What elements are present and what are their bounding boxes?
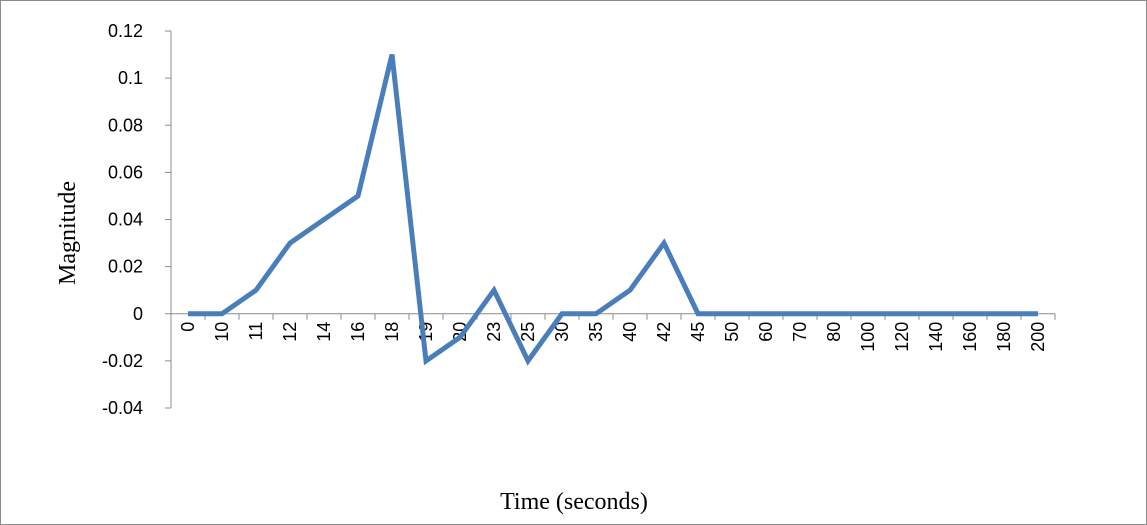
x-tick-label: 45 [688,322,708,342]
y-tick-label: 0.1 [118,68,143,88]
y-tick-label: 0.06 [108,162,143,182]
x-tick-label: 40 [620,322,640,342]
y-tick-label: 0.04 [108,210,143,230]
y-tick-label: -0.02 [102,351,143,371]
y-axis-title: Magnitude [55,181,81,285]
y-tick-label: 0.02 [108,257,143,277]
x-tick-label: 12 [280,322,300,342]
y-tick-label: -0.04 [102,398,143,418]
x-tick-label: 100 [858,322,878,352]
x-axis: 0 10 11 12 14 16 18 19 20 23 25 30 35 40 42 45 50 60 70 80 1… [170,313,1056,352]
x-tick-label: 70 [790,322,810,342]
y-tick-label: 0.08 [108,115,143,135]
series-line [188,53,1038,366]
x-tick-label: 80 [824,322,844,342]
x-tick-label: 14 [314,322,334,342]
x-tick-label: 60 [756,322,776,342]
x-tick-label: 42 [654,322,674,342]
y-tick-label: 0 [133,304,143,324]
y-tick-label: 0.12 [108,21,143,41]
x-tick-label: 180 [994,322,1014,352]
x-tick-label: 10 [212,322,232,342]
x-tick-label: 0 [178,322,198,332]
x-tick-label: 25 [518,322,538,342]
y-axis: -0.04 -0.02 0 0.02 0.04 0.06 0.08 0.1 0.12 [102,21,172,418]
x-tick-label: 200 [1028,322,1048,352]
x-tick-label: 23 [484,322,504,342]
x-tick-label: 30 [552,322,572,342]
x-tick-label: 35 [586,322,606,342]
x-tick-label: 120 [892,322,912,352]
x-tick-label: 50 [722,322,742,342]
x-tick-label: 18 [382,322,402,342]
x-tick-label: 160 [960,322,980,352]
x-tick-label: 11 [246,322,266,341]
series-group [187,53,1039,366]
x-axis-title: Time (seconds) [500,489,648,515]
x-tick-label: 16 [348,322,368,342]
x-tick-label: 140 [926,322,946,352]
